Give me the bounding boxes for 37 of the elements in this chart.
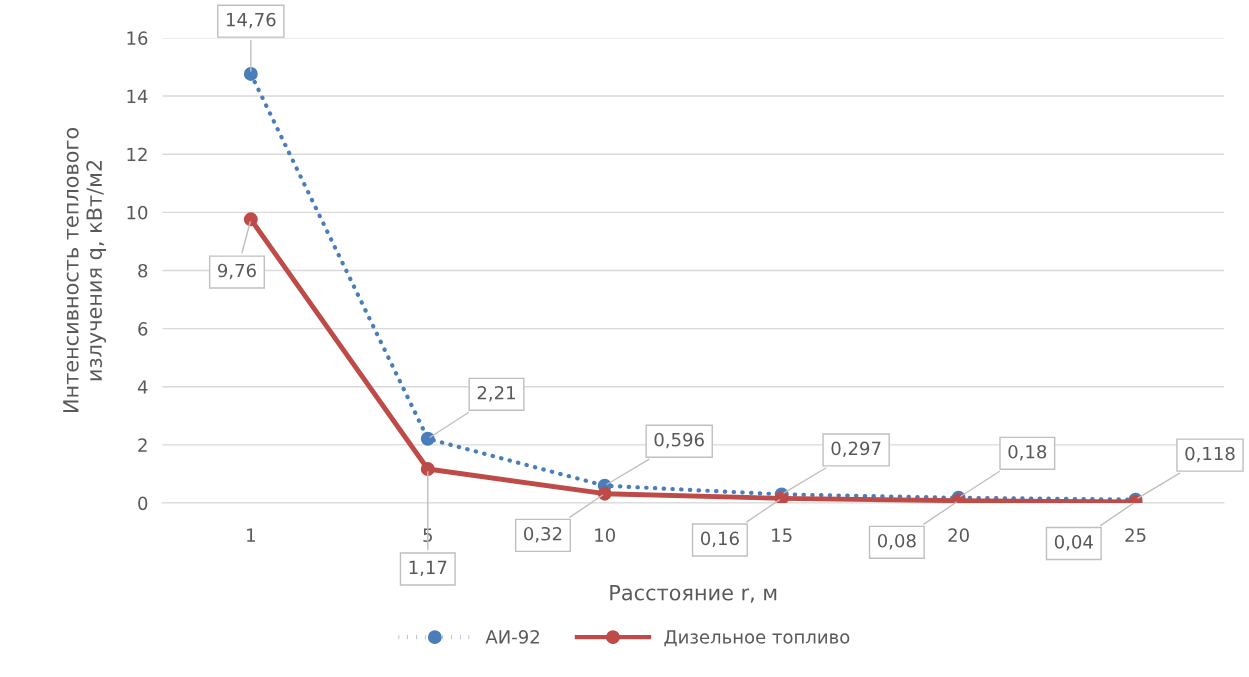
data-label: 0,04	[1054, 535, 1093, 551]
x-tick-label: 5	[423, 528, 432, 542]
data-label: 0,18	[1008, 444, 1047, 461]
y-tick-label: 10	[127, 205, 148, 220]
x-axis-title: Расстояние r, м	[610, 585, 777, 603]
point	[420, 431, 435, 446]
point	[420, 462, 435, 476]
y-tick-label: 6	[138, 322, 148, 336]
data-label: 0,16	[700, 531, 739, 548]
point	[243, 67, 258, 81]
x-tick-label: 1	[247, 528, 255, 542]
data-label: 9,76	[217, 263, 256, 280]
legend-label: Дизельное топливо	[664, 630, 850, 647]
data-label: 2,21	[477, 385, 515, 402]
data-label: 0,118	[1185, 446, 1235, 463]
x-tick-label: 25	[1125, 528, 1146, 542]
point	[774, 491, 789, 504]
x-tick-label: 20	[948, 528, 969, 542]
data-label: 1,17	[409, 560, 447, 577]
y-tick-label: 12	[127, 147, 147, 162]
legend-label: АИ-92	[485, 630, 539, 644]
y-tick-label: 16	[127, 31, 148, 46]
point	[597, 486, 612, 501]
x-tick-label: 10	[595, 528, 616, 542]
data-label: 0,32	[524, 526, 562, 543]
point	[243, 212, 258, 227]
y-tick-label: 0	[138, 496, 148, 511]
y-tick-label: 14	[127, 89, 148, 103]
data-label: 14,76	[226, 12, 276, 29]
x-tick-label: 15	[772, 528, 792, 542]
y-tick-label: 2	[138, 438, 147, 452]
y-axis-title: Интенсивность теплового излучения q, кВт/м2	[63, 127, 107, 413]
data-label: 0,596	[654, 432, 704, 449]
data-label: 0,08	[877, 533, 916, 550]
data-label: 0,297	[831, 441, 881, 458]
y-tick-label: 8	[138, 263, 148, 278]
y-tick-label: 4	[137, 380, 148, 394]
